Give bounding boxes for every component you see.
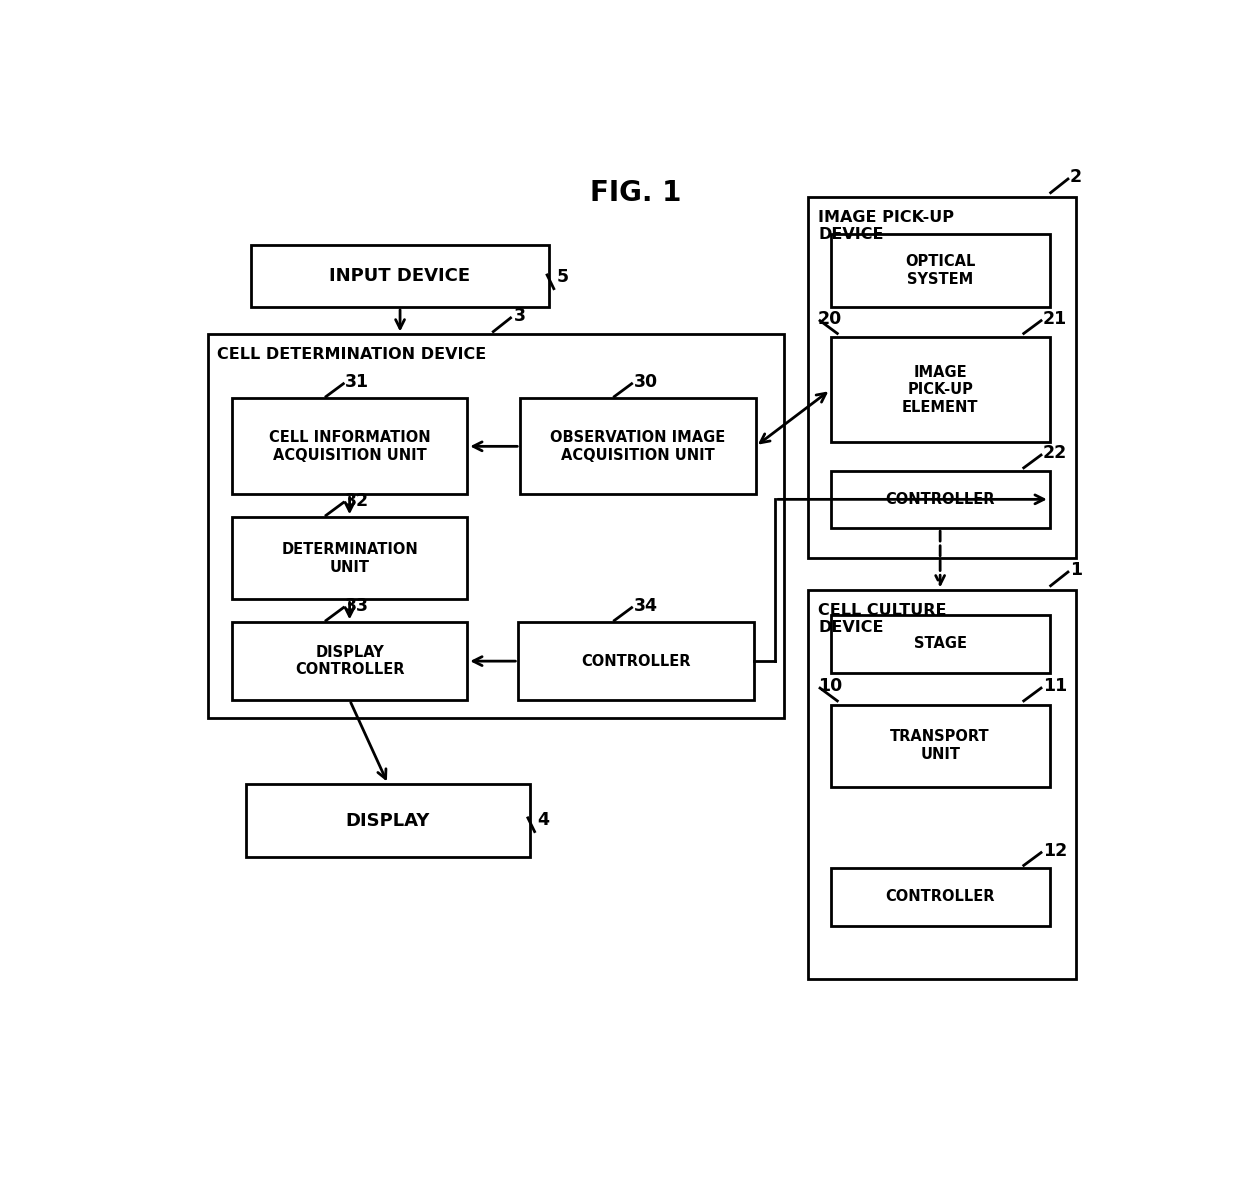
Text: 5: 5 (557, 268, 569, 286)
Text: CELL INFORMATION
ACQUISITION UNIT: CELL INFORMATION ACQUISITION UNIT (269, 430, 430, 463)
Bar (831, 705, 1050, 787)
Bar (831, 234, 1050, 307)
Bar (518, 622, 754, 700)
Text: 11: 11 (1043, 678, 1068, 696)
Text: 22: 22 (1043, 444, 1068, 462)
Text: 31: 31 (345, 373, 370, 391)
Bar (808, 197, 1075, 558)
Text: FIG. 1: FIG. 1 (590, 179, 681, 207)
Bar (250, 245, 549, 307)
Text: 33: 33 (345, 597, 370, 615)
Text: 1: 1 (1070, 561, 1083, 579)
Text: 4: 4 (537, 811, 549, 829)
Text: INPUT DEVICE: INPUT DEVICE (330, 267, 471, 285)
Bar (247, 785, 529, 857)
Text: 21: 21 (1043, 310, 1068, 328)
Text: CELL CULTURE
DEVICE: CELL CULTURE DEVICE (818, 603, 946, 635)
Bar (232, 518, 467, 599)
Bar (521, 399, 755, 494)
Bar (831, 615, 1050, 673)
Text: 3: 3 (513, 307, 526, 325)
Bar (232, 399, 467, 494)
Text: 34: 34 (634, 597, 657, 615)
Text: 2: 2 (1070, 169, 1083, 186)
Text: 10: 10 (818, 678, 842, 696)
Bar (831, 868, 1050, 926)
Text: 20: 20 (818, 310, 842, 328)
Bar (808, 590, 1075, 979)
Text: CONTROLLER: CONTROLLER (885, 889, 994, 904)
Text: DISPLAY
CONTROLLER: DISPLAY CONTROLLER (295, 645, 404, 678)
Text: OBSERVATION IMAGE
ACQUISITION UNIT: OBSERVATION IMAGE ACQUISITION UNIT (551, 430, 725, 463)
Text: CELL DETERMINATION DEVICE: CELL DETERMINATION DEVICE (217, 347, 487, 362)
Text: DISPLAY: DISPLAY (346, 812, 430, 830)
Text: 12: 12 (1043, 842, 1068, 859)
Text: IMAGE PICK-UP
DEVICE: IMAGE PICK-UP DEVICE (818, 210, 954, 242)
Bar (831, 470, 1050, 528)
Text: OPTICAL
SYSTEM: OPTICAL SYSTEM (905, 254, 976, 286)
Text: TRANSPORT
UNIT: TRANSPORT UNIT (890, 730, 990, 762)
Text: IMAGE
PICK-UP
ELEMENT: IMAGE PICK-UP ELEMENT (901, 364, 978, 414)
Text: 30: 30 (634, 373, 657, 391)
Bar (232, 622, 467, 700)
Text: CONTROLLER: CONTROLLER (885, 491, 994, 507)
Text: CONTROLLER: CONTROLLER (582, 654, 691, 668)
Bar (208, 335, 785, 718)
Text: 32: 32 (345, 491, 370, 510)
Text: STAGE: STAGE (914, 636, 967, 652)
Bar (831, 337, 1050, 443)
Text: DETERMINATION
UNIT: DETERMINATION UNIT (281, 542, 418, 575)
